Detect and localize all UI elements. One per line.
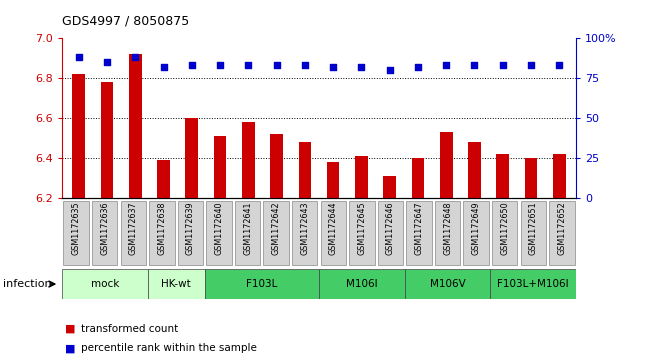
Bar [149, 201, 174, 265]
Text: GSM1172636: GSM1172636 [100, 202, 109, 255]
Bar [468, 142, 481, 198]
Bar [378, 201, 403, 265]
Bar [101, 82, 113, 198]
Bar [214, 136, 227, 198]
Point [413, 64, 423, 70]
Text: GSM1172648: GSM1172648 [443, 202, 452, 255]
Bar [464, 201, 489, 265]
Bar [292, 201, 318, 265]
Text: GSM1172652: GSM1172652 [557, 202, 566, 256]
Bar [178, 201, 203, 265]
Text: GSM1172635: GSM1172635 [72, 202, 81, 255]
Bar [72, 74, 85, 198]
Bar [525, 158, 537, 198]
Text: infection: infection [3, 279, 52, 289]
Bar [521, 201, 546, 265]
Bar [490, 269, 576, 299]
Point [526, 62, 536, 68]
Bar [383, 176, 396, 198]
Point [215, 62, 225, 68]
Point [554, 62, 564, 68]
Bar [435, 201, 460, 265]
Bar [204, 269, 319, 299]
Point [385, 67, 395, 73]
Text: GSM1172645: GSM1172645 [357, 202, 367, 255]
Bar [242, 122, 255, 198]
Text: percentile rank within the sample: percentile rank within the sample [81, 343, 257, 354]
Text: M106I: M106I [346, 279, 378, 289]
Bar [299, 142, 311, 198]
Point [74, 54, 84, 60]
Text: GSM1172637: GSM1172637 [129, 202, 138, 255]
Point [441, 62, 451, 68]
Text: GSM1172643: GSM1172643 [300, 202, 309, 255]
Point [130, 54, 141, 60]
Text: GSM1172644: GSM1172644 [329, 202, 338, 255]
Bar [92, 201, 117, 265]
Text: HK-wt: HK-wt [161, 279, 191, 289]
Text: ■: ■ [65, 343, 76, 354]
Point [102, 59, 112, 65]
Text: mock: mock [90, 279, 119, 289]
Bar [63, 201, 89, 265]
Text: GSM1172642: GSM1172642 [271, 202, 281, 255]
Point [328, 64, 339, 70]
Bar [553, 154, 566, 198]
Bar [120, 201, 146, 265]
Bar [349, 201, 374, 265]
Bar [206, 201, 232, 265]
Bar [62, 269, 148, 299]
Text: GSM1172647: GSM1172647 [415, 202, 424, 255]
Text: ■: ■ [65, 323, 76, 334]
Bar [148, 269, 204, 299]
Bar [411, 158, 424, 198]
Point [187, 62, 197, 68]
Bar [264, 201, 289, 265]
Text: M106V: M106V [430, 279, 465, 289]
Bar [319, 269, 405, 299]
Bar [492, 201, 518, 265]
Point [271, 62, 282, 68]
Bar [549, 201, 575, 265]
Point [243, 62, 253, 68]
Text: GSM1172640: GSM1172640 [214, 202, 223, 255]
Bar [406, 201, 432, 265]
Bar [327, 162, 339, 198]
Point [469, 62, 480, 68]
Text: GSM1172638: GSM1172638 [158, 202, 167, 255]
Text: GDS4997 / 8050875: GDS4997 / 8050875 [62, 15, 189, 28]
Point [356, 64, 367, 70]
Bar [235, 201, 260, 265]
Text: transformed count: transformed count [81, 323, 178, 334]
Bar [355, 156, 368, 198]
Text: GSM1172651: GSM1172651 [529, 202, 538, 255]
Text: GSM1172646: GSM1172646 [386, 202, 395, 255]
Bar [440, 132, 452, 198]
Bar [270, 134, 283, 198]
Bar [320, 201, 346, 265]
Text: F103L+M106I: F103L+M106I [497, 279, 569, 289]
Bar [186, 118, 198, 198]
Point [299, 62, 310, 68]
Text: F103L: F103L [246, 279, 277, 289]
Bar [157, 160, 170, 198]
Point [497, 62, 508, 68]
Bar [496, 154, 509, 198]
Text: GSM1172649: GSM1172649 [471, 202, 480, 255]
Text: GSM1172650: GSM1172650 [500, 202, 509, 255]
Bar [129, 54, 142, 198]
Text: GSM1172641: GSM1172641 [243, 202, 252, 255]
Text: GSM1172639: GSM1172639 [186, 202, 195, 255]
Bar [405, 269, 490, 299]
Point [158, 64, 169, 70]
